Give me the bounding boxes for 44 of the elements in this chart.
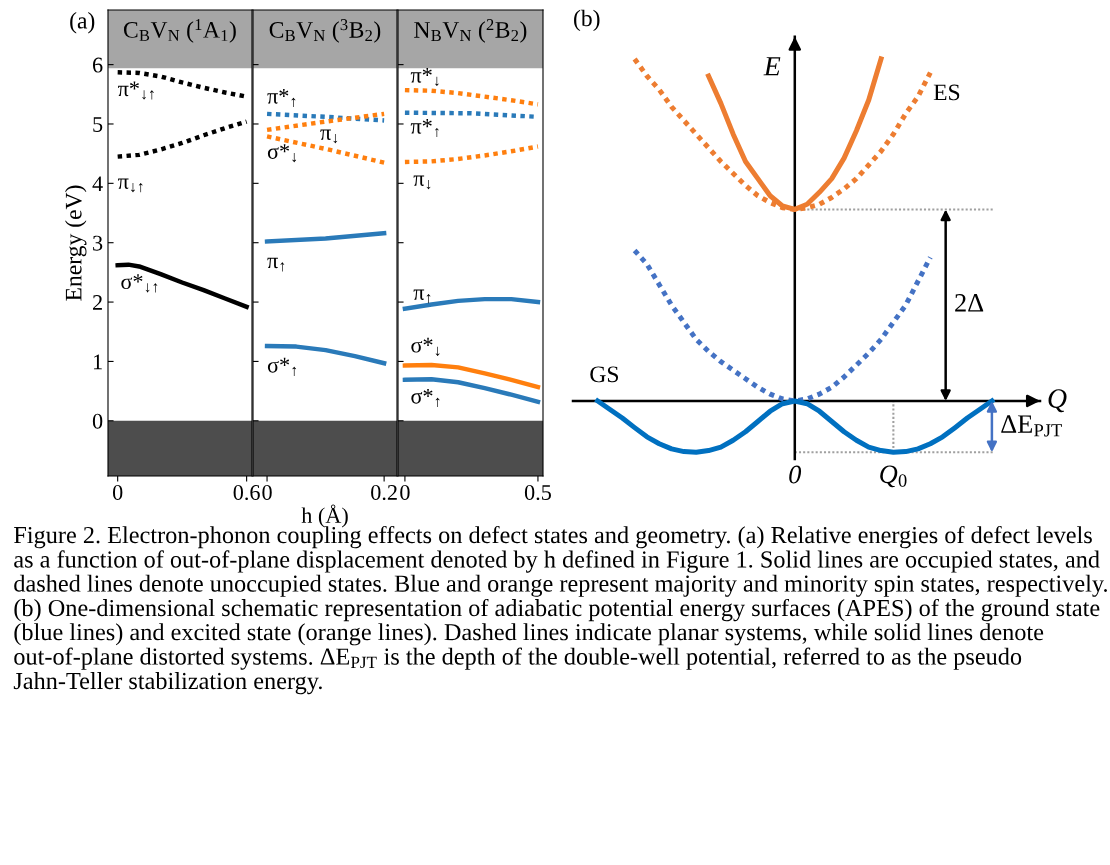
x-axis-title: Q xyxy=(1048,389,1067,413)
series-label: σ*$_{↓↑}$ xyxy=(121,274,158,293)
y-axis-title: Energy (eV) xyxy=(64,185,87,301)
y-tick-label: 5 xyxy=(93,117,103,132)
series-label: π$_{↓↑}$ xyxy=(117,178,143,193)
series-label: π$_{↓}$ xyxy=(320,129,338,144)
x-tick-label: 0 xyxy=(112,484,123,500)
series-label: σ*$_{↓}$ xyxy=(267,144,297,163)
annotation: 2Δ xyxy=(955,294,984,312)
series-label: π*$_{↓↑}$ xyxy=(117,81,154,100)
text: (b) xyxy=(574,9,600,32)
series-label: GS xyxy=(590,366,619,383)
x-tick-label: Q$_{0}$ xyxy=(880,465,907,488)
chart-title: C$_{B}$V$_{N}$ ($^{1}$A$_{1}$) xyxy=(123,19,236,43)
series-label: π$_{↑}$ xyxy=(413,289,431,304)
series-label: σ*$_{↑}$ xyxy=(267,357,297,376)
y-tick-label: 4 xyxy=(92,176,103,192)
series-label: π*$_{↓}$ xyxy=(410,67,439,87)
x-tick-label: 0.2 xyxy=(371,484,397,501)
y-tick-label: 3 xyxy=(93,235,103,251)
x-tick-label: 0.5 xyxy=(524,484,551,501)
x-tick-label: 0 xyxy=(400,484,410,500)
y-axis-title: E xyxy=(763,57,781,76)
y-tick-label: 6 xyxy=(92,57,103,73)
series-label: ES xyxy=(933,84,960,101)
x-axis-title: h (Å) xyxy=(301,504,348,528)
series-label: π$_{↓}$ xyxy=(413,175,431,190)
series-label: π*$_{↑}$ xyxy=(267,88,296,108)
line-series xyxy=(115,262,249,310)
series-label: π*$_{↑}$ xyxy=(410,119,439,138)
y-tick-label: 1 xyxy=(93,354,102,370)
chart-title: N$_{B}$V$_{N}$ ($^{2}$B$_{2}$) xyxy=(414,19,527,43)
series-label: σ*$_{↑}$ xyxy=(411,388,440,407)
x-tick-label: 0.6 xyxy=(233,484,260,501)
y-tick-label: 0 xyxy=(92,413,103,429)
chart-title: C$_{B}$V$_{N}$ ($^{3}$B$_{2}$) xyxy=(269,19,381,43)
line-series xyxy=(115,119,249,159)
series-label: π$_{↑}$ xyxy=(267,257,285,272)
text: Figure 2. Electron-phonon coupling effects on defect states and geometry. (a) Relative energies of defect levels as a function of out-of-plane displacement denoted by h defined in Figure 1. Solid lines are occupied states, and dashed lines denote unoccupied states. Blue and orange represent majority and minority spin states, respectively. (b) One-dimensional schematic representation of adiabatic potential energy surfaces (APES) of the ground state (blue lines) and excited state (orange lines). Dashed lines indicate planar systems, while solid lines denote out-of-plane distorted systems. ΔE$_{PJT}$ is the depth of the double-well potential, referred to as the pseudo Jahn-Teller stabilization energy. xyxy=(13,525,1107,695)
series-label: σ*$_{↓}$ xyxy=(411,337,440,356)
x-tick-label: 0 xyxy=(262,484,272,500)
y-tick-label: 2 xyxy=(93,295,102,310)
text: (a) xyxy=(70,12,95,34)
text: ΔE$_{PJT}$ xyxy=(1001,415,1062,437)
